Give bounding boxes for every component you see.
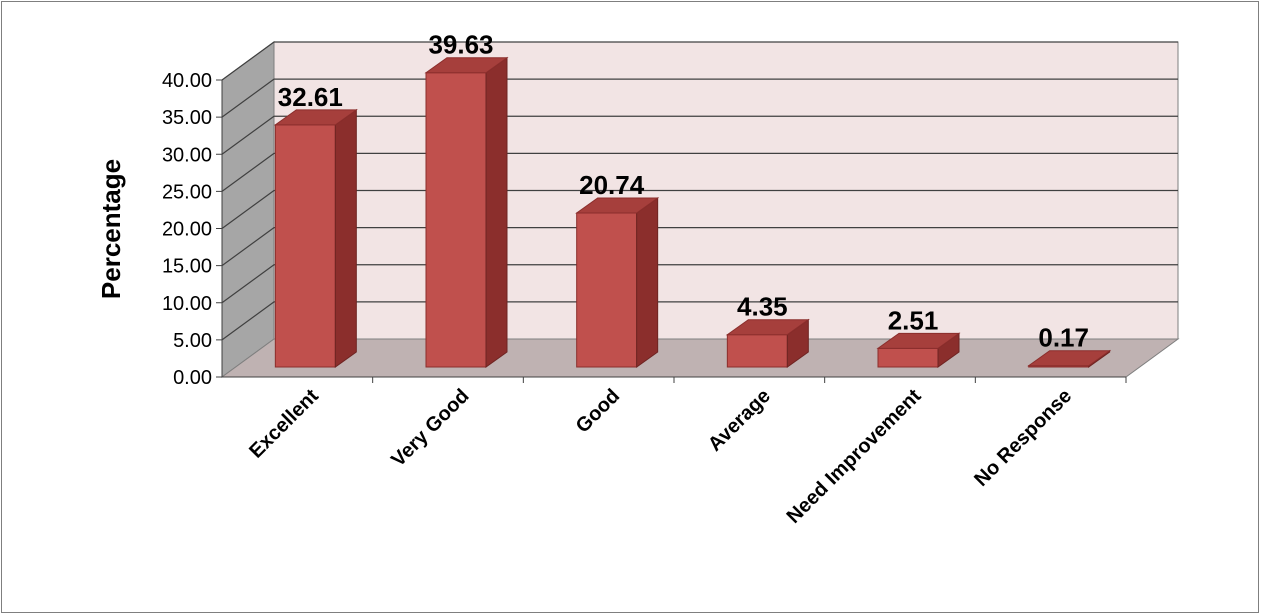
bars bbox=[273, 56, 1112, 368]
bar-top bbox=[725, 319, 810, 336]
data-labels: 32.61 39.63 20.74 4.35 2.51 0.17 bbox=[278, 30, 1089, 353]
y-axis: 0.00 5.00 10.00 15.00 20.00 25.00 30.00 35.00 40… bbox=[162, 70, 1126, 389]
bar-side bbox=[485, 56, 508, 368]
bar-front bbox=[425, 72, 487, 368]
x-axis: Excellent Very Good Good Average Need Improv… bbox=[245, 377, 1127, 528]
data-label: 0.17 bbox=[1038, 323, 1089, 353]
bar-front bbox=[877, 347, 939, 368]
y-tick-label: 15.00 bbox=[162, 256, 212, 278]
bar-front bbox=[274, 124, 336, 368]
bar-front bbox=[576, 212, 638, 368]
x-tick-label: Excellent bbox=[245, 385, 323, 463]
bar bbox=[1027, 349, 1112, 368]
y-tick-label: 20.00 bbox=[162, 219, 212, 241]
x-tick-label: Good bbox=[572, 385, 624, 437]
y-tick-label: 30.00 bbox=[162, 144, 212, 166]
bar bbox=[876, 332, 961, 368]
y-tick-label: 35.00 bbox=[162, 107, 212, 129]
y-tick-label: 5.00 bbox=[173, 330, 212, 352]
x-tick-label: Average bbox=[704, 385, 775, 456]
data-label: 2.51 bbox=[888, 305, 939, 335]
chart-walls bbox=[220, 41, 1180, 378]
gridline bbox=[221, 264, 1178, 304]
gridline bbox=[221, 115, 1178, 155]
gridline bbox=[221, 301, 1178, 341]
gridline bbox=[221, 227, 1178, 267]
data-label: 20.74 bbox=[579, 170, 645, 200]
x-tick-label: Very Good bbox=[387, 385, 473, 471]
bar-top bbox=[424, 57, 509, 74]
bar bbox=[424, 56, 509, 368]
bar bbox=[575, 197, 660, 368]
bar-front bbox=[726, 334, 788, 368]
y-tick-label: 10.00 bbox=[162, 293, 212, 315]
bar-top bbox=[575, 197, 660, 214]
x-tick-label: Need Improvement bbox=[783, 385, 926, 528]
gridline bbox=[221, 41, 1178, 81]
data-label: 4.35 bbox=[737, 292, 788, 322]
y-tick-label: 40.00 bbox=[162, 70, 212, 92]
data-label: 39.63 bbox=[428, 30, 493, 60]
bar bbox=[273, 108, 358, 368]
y-tick-label: 0.00 bbox=[173, 367, 212, 389]
floor bbox=[220, 338, 1180, 378]
data-label: 32.61 bbox=[278, 82, 343, 112]
bar-side bbox=[636, 197, 659, 368]
bar-side bbox=[334, 108, 357, 368]
y-axis-title: Percentage bbox=[96, 159, 126, 299]
bar bbox=[725, 318, 810, 368]
bar-top bbox=[273, 109, 358, 126]
gridline bbox=[221, 152, 1178, 192]
gridlines bbox=[221, 41, 1178, 341]
bar-top bbox=[876, 332, 961, 349]
bar-top bbox=[1027, 350, 1112, 367]
y-tick-label: 25.00 bbox=[162, 181, 212, 203]
gridline bbox=[221, 189, 1178, 229]
gridline bbox=[221, 78, 1178, 118]
x-tick-label: No Response bbox=[970, 385, 1076, 491]
